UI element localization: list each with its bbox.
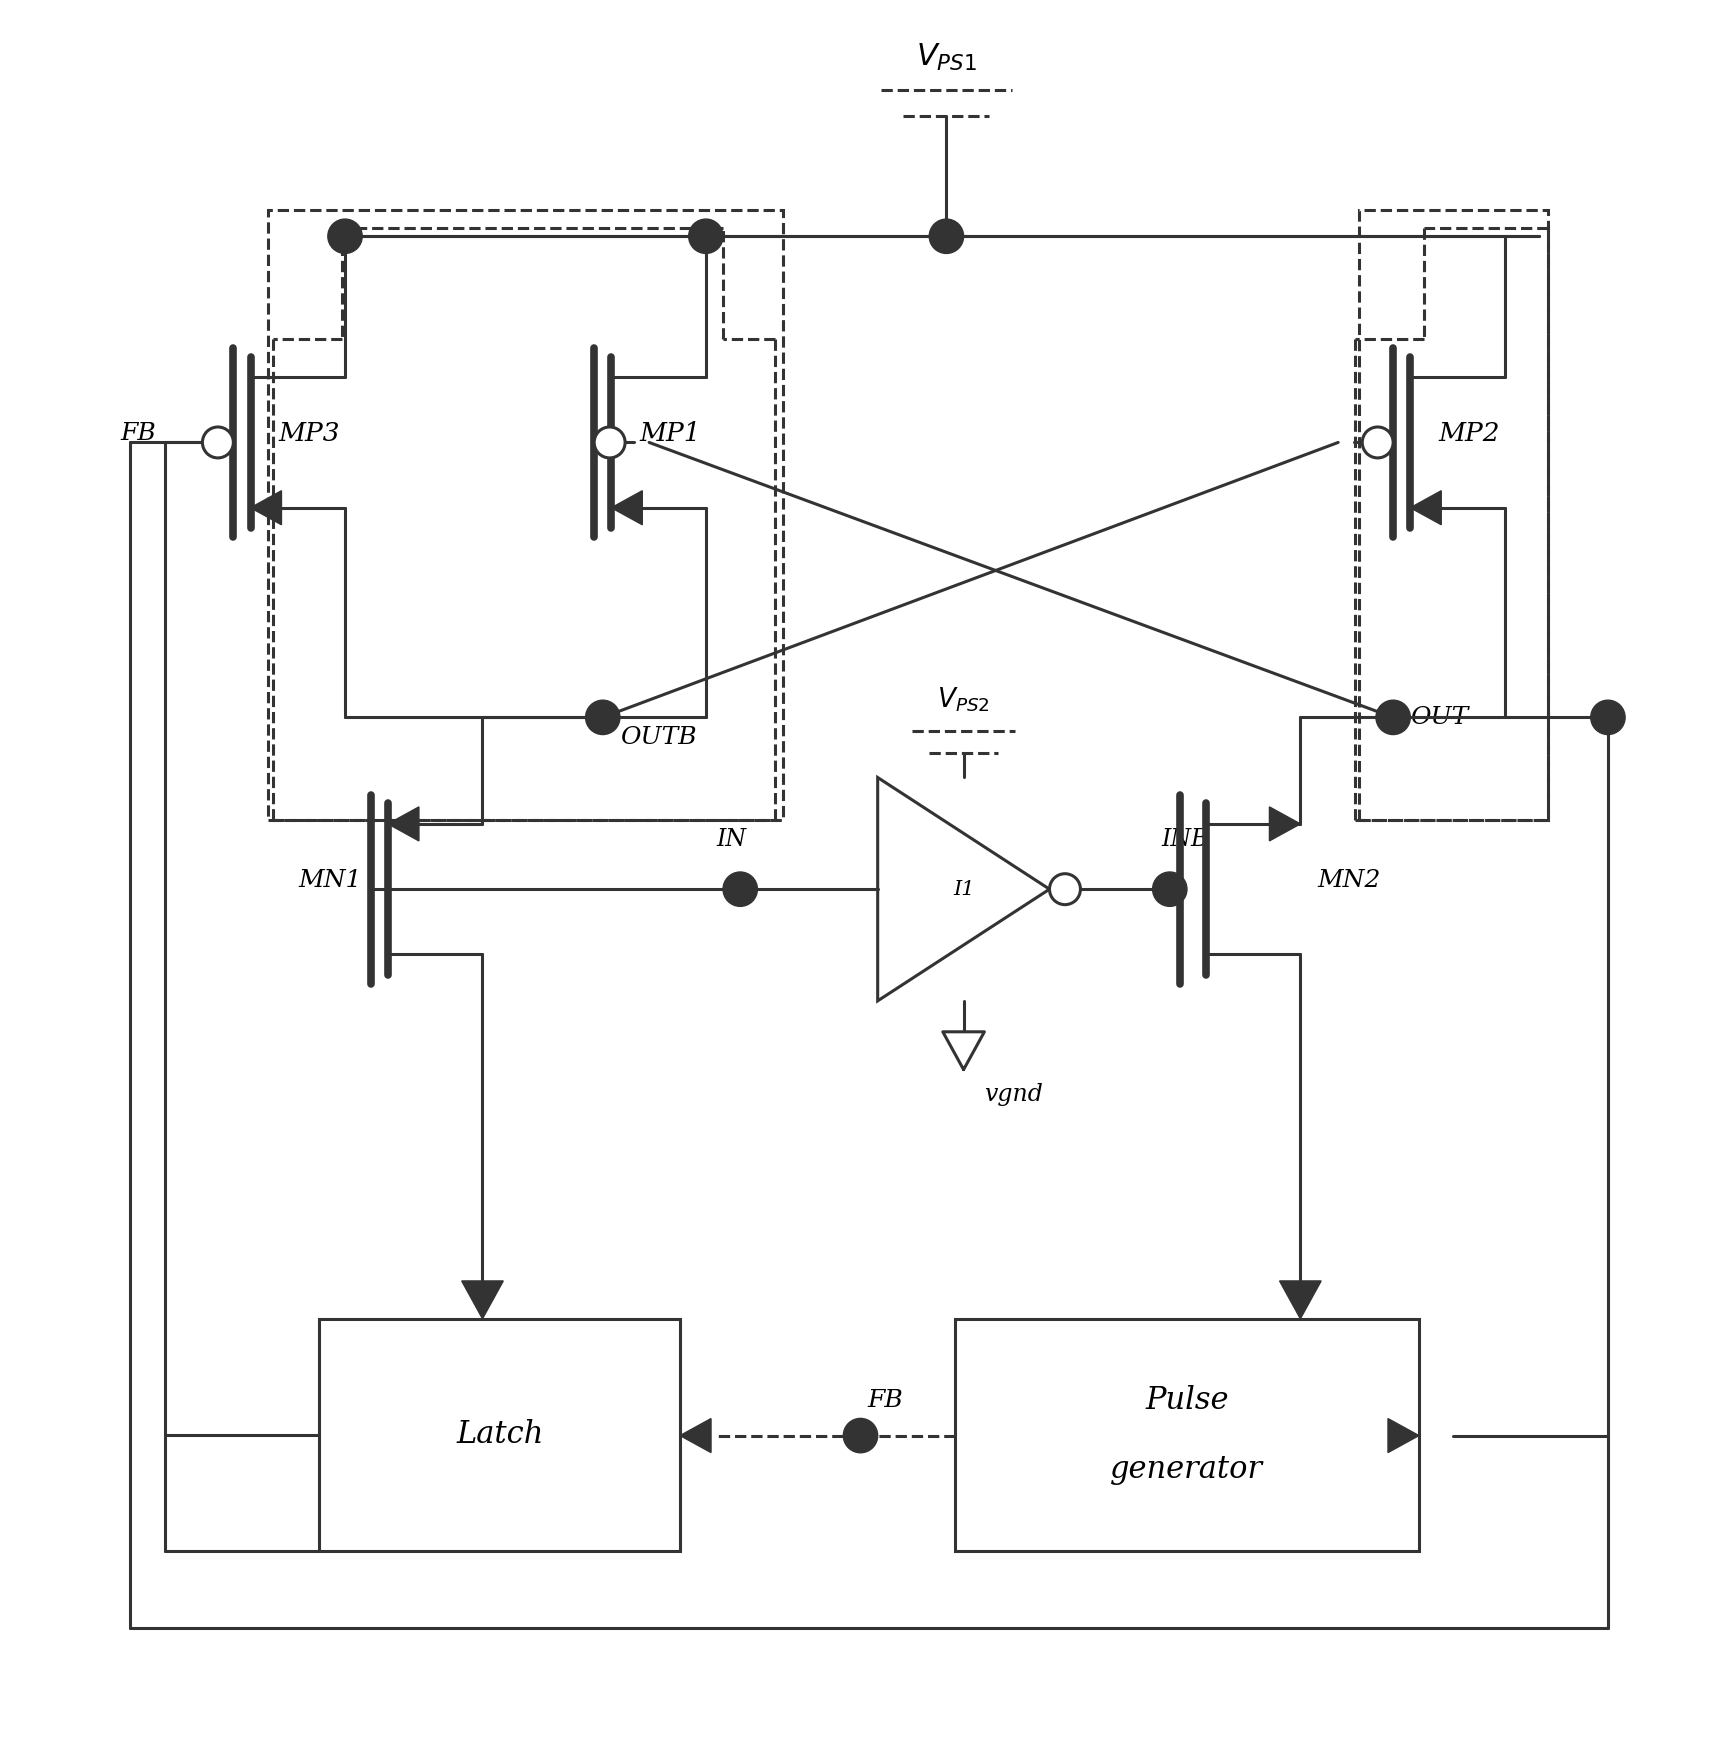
Text: Pulse: Pulse — [1144, 1385, 1229, 1416]
Text: $V_{PS2}$: $V_{PS2}$ — [938, 685, 990, 713]
Circle shape — [1363, 427, 1392, 459]
Circle shape — [1590, 699, 1625, 734]
Polygon shape — [1409, 490, 1440, 525]
Text: OUTB: OUTB — [620, 726, 697, 748]
Bar — [1360, 211, 1547, 820]
Text: OUT: OUT — [1409, 706, 1468, 729]
Text: FB: FB — [867, 1388, 904, 1411]
Text: INB: INB — [1162, 828, 1208, 851]
Circle shape — [594, 427, 625, 459]
Text: MP3: MP3 — [279, 422, 341, 446]
Text: MP1: MP1 — [640, 422, 700, 446]
Text: MN1: MN1 — [299, 869, 361, 893]
Polygon shape — [611, 490, 642, 525]
Circle shape — [585, 699, 620, 734]
Bar — [320, 1318, 680, 1550]
Bar — [955, 1318, 1418, 1550]
Circle shape — [1153, 872, 1187, 907]
Circle shape — [203, 427, 234, 459]
Polygon shape — [1270, 807, 1301, 841]
Circle shape — [688, 220, 723, 253]
Circle shape — [329, 220, 361, 253]
Polygon shape — [387, 807, 418, 841]
Polygon shape — [1280, 1280, 1322, 1318]
Text: vgnd: vgnd — [984, 1083, 1043, 1106]
Polygon shape — [943, 1032, 984, 1069]
Polygon shape — [251, 490, 282, 525]
Circle shape — [929, 220, 964, 253]
Text: MP2: MP2 — [1439, 422, 1501, 446]
Text: IN: IN — [716, 828, 747, 851]
Polygon shape — [680, 1418, 711, 1453]
Text: $V_{PS1}$: $V_{PS1}$ — [916, 42, 978, 73]
Bar — [268, 211, 783, 820]
Polygon shape — [461, 1280, 503, 1318]
Circle shape — [1377, 699, 1409, 734]
Text: generator: generator — [1110, 1453, 1263, 1484]
Polygon shape — [1389, 1418, 1418, 1453]
Text: MN2: MN2 — [1318, 869, 1380, 893]
Text: I1: I1 — [953, 879, 974, 898]
Circle shape — [843, 1418, 878, 1453]
Text: Latch: Latch — [456, 1420, 544, 1451]
Circle shape — [723, 872, 757, 907]
Text: FB: FB — [120, 422, 157, 445]
Circle shape — [1050, 874, 1081, 905]
